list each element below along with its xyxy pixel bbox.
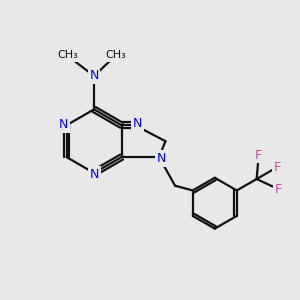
Text: F: F (274, 160, 281, 174)
Text: CH₃: CH₃ (106, 50, 126, 60)
Text: N: N (59, 118, 68, 131)
Text: N: N (133, 117, 142, 130)
Text: F: F (255, 149, 262, 162)
Text: N: N (157, 152, 166, 165)
Text: F: F (275, 183, 282, 196)
Text: CH₃: CH₃ (57, 50, 78, 60)
Text: N: N (89, 70, 99, 83)
Text: N: N (90, 168, 99, 181)
